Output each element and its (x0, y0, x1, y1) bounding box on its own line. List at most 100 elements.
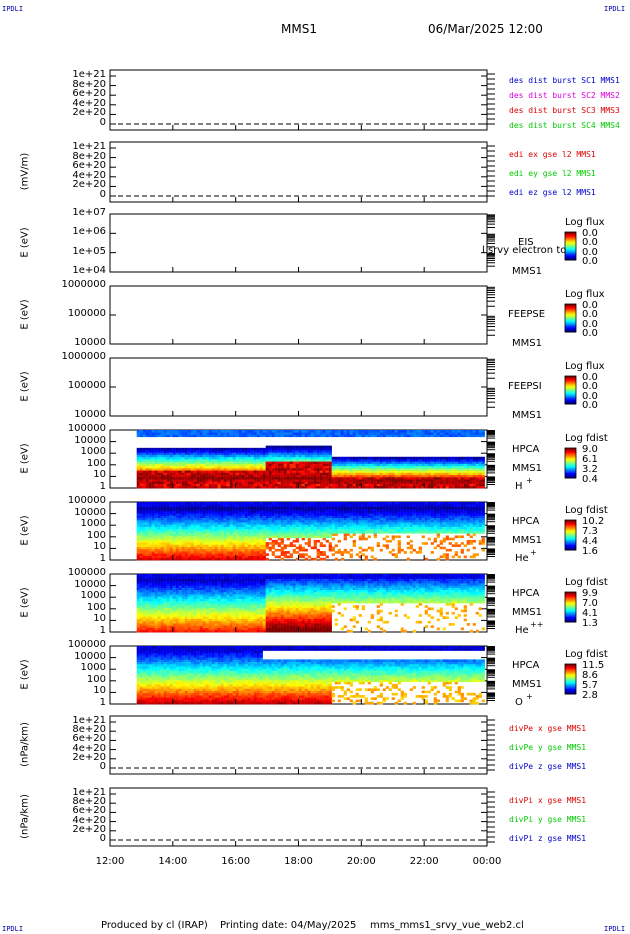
spectrogram-cell (202, 461, 206, 464)
spectrogram-cell (229, 463, 233, 467)
spectrogram-cell (286, 447, 290, 451)
spectrogram-cell (274, 517, 278, 521)
spectrogram-cell (304, 510, 308, 514)
spectrogram-cell (214, 454, 218, 458)
spectrogram-cell (142, 454, 146, 458)
spectrogram-cell (385, 515, 389, 519)
spectrogram-cell (403, 526, 407, 530)
spectrogram-cell (301, 533, 305, 536)
spectrogram-cell (379, 481, 383, 484)
spectrogram-cell (277, 508, 281, 512)
spectrogram-cell (412, 465, 416, 469)
spectrogram-cell (310, 467, 314, 471)
spectrogram-cell (457, 510, 461, 514)
spectrogram-cell (286, 470, 290, 473)
spectrogram-cell (313, 474, 317, 478)
spectrogram-cell (400, 461, 404, 464)
spectrogram-cell (337, 456, 341, 460)
spectrogram-cell (337, 526, 341, 530)
spectrogram-cell (319, 461, 323, 464)
spectrogram-cell (430, 476, 434, 480)
spectrogram-cell (436, 510, 440, 514)
spectrogram-cell (199, 517, 203, 521)
spectrogram-cell (412, 524, 416, 527)
spectrogram-cell (403, 470, 407, 473)
spectrogram-cell (445, 459, 449, 462)
spectrogram-cell (418, 508, 422, 512)
spectrogram-cell (238, 510, 242, 514)
spectrogram-cell (280, 526, 284, 530)
spectrogram-cell (328, 515, 332, 519)
spectrogram-cell (169, 467, 173, 471)
spectrogram-cell (250, 555, 254, 559)
spectrogram-cell (229, 533, 233, 536)
spectrogram-cell (190, 504, 194, 507)
spectrogram-cell (154, 524, 158, 527)
spectrogram-cell (187, 557, 191, 561)
spectrogram-cell (469, 430, 473, 433)
spectrogram-cell (427, 502, 431, 505)
spectrogram-cell (217, 476, 221, 480)
spectrogram-cell (343, 434, 347, 438)
spectrogram-cell (355, 434, 359, 438)
spectrogram-cell (352, 465, 356, 469)
spectrogram-cell (343, 533, 347, 536)
colorbar-frame (564, 231, 577, 261)
colorbar-cell (565, 385, 576, 387)
spectrogram-cell (139, 479, 143, 482)
spectrogram-cell (265, 450, 269, 453)
spectrogram-cell (430, 528, 434, 532)
spectrogram-cell (340, 557, 344, 561)
spectrogram-cell (406, 542, 410, 545)
spectrogram-cell (295, 474, 299, 478)
spectrogram-cell (400, 513, 404, 516)
spectrogram-cell (259, 544, 263, 548)
spectrogram-cell (283, 504, 287, 507)
spectrogram-cell (367, 434, 371, 438)
spectrogram-cell (292, 467, 296, 471)
spectrogram-cell (379, 508, 383, 512)
spectrogram-cell (421, 456, 425, 460)
spectrogram-cell (178, 434, 182, 438)
spectrogram-cell (370, 432, 374, 435)
spectrogram-cell (406, 461, 410, 464)
spectrogram-cell (235, 456, 239, 460)
spectrogram-cell (388, 504, 392, 507)
spectrogram-cell (268, 508, 272, 512)
spectrogram-cell (241, 528, 245, 532)
spectrogram-cell (307, 485, 311, 489)
spectrogram-cell (187, 479, 191, 482)
spectrogram-cell (280, 447, 284, 451)
spectrogram-cell (163, 474, 167, 478)
spectrogram-cell (172, 508, 176, 512)
spectrogram-cell (166, 470, 170, 473)
spectrogram-cell (292, 481, 296, 484)
spectrogram-cell (175, 481, 179, 484)
spectrogram-cell (346, 526, 350, 530)
colorbar-cell (565, 327, 576, 329)
spectrogram-cell (439, 555, 443, 559)
spectrogram-cell (298, 533, 302, 536)
spectrogram-cell (400, 467, 404, 471)
spectrogram-cell (409, 504, 413, 507)
spectrogram-cell (436, 502, 440, 505)
spectrogram-cell (199, 485, 203, 489)
spectrogram-cell (259, 515, 263, 519)
spectrogram-cell (292, 474, 296, 478)
spectrogram-cell (304, 515, 308, 519)
spectrogram-cell (334, 557, 338, 561)
spectrogram-cell (454, 513, 458, 516)
spectrogram-cell (184, 459, 188, 462)
spectrogram-cell (427, 461, 431, 464)
spectrogram-cell (142, 504, 146, 507)
spectrogram-cell (190, 432, 194, 435)
spectrogram-cell (382, 465, 386, 469)
spectrogram-cell (442, 526, 446, 530)
spectrogram-cell (412, 502, 416, 505)
spectrogram-cell (427, 513, 431, 516)
spectrogram-cell (160, 485, 164, 489)
spectrogram-cell (466, 432, 470, 435)
spectrogram-cell (181, 557, 185, 561)
spectrogram-cell (220, 557, 224, 561)
spectrogram-cell (208, 452, 212, 455)
